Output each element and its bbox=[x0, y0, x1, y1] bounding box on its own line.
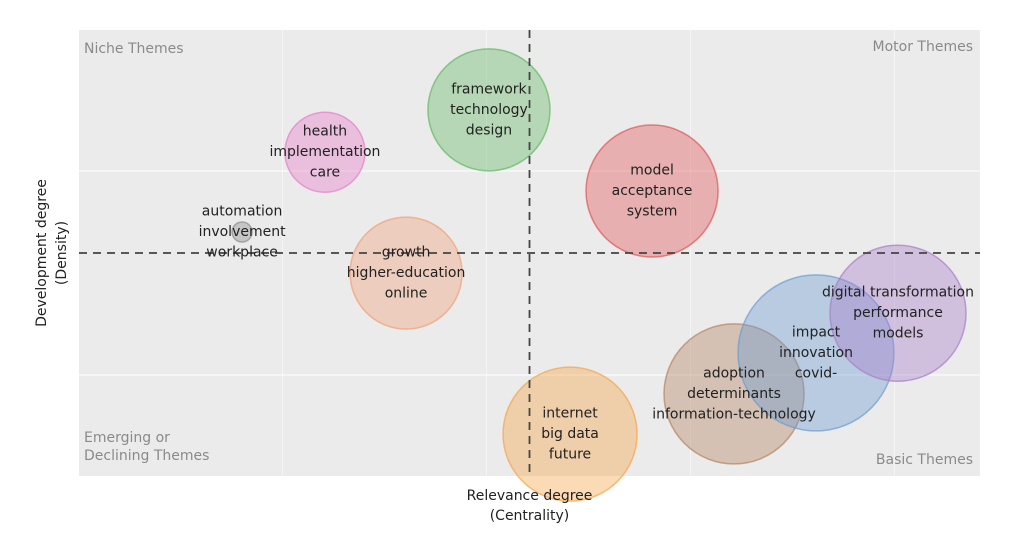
bubble bbox=[284, 111, 366, 193]
quadrant-label: Motor Themes bbox=[873, 39, 974, 55]
plot-layer: framework technology design health implement… bbox=[79, 30, 980, 502]
bubble bbox=[349, 216, 463, 330]
bubble-label: acceptance bbox=[612, 183, 693, 199]
bubble-label: future bbox=[549, 447, 591, 463]
bubble-label: workplace bbox=[206, 245, 278, 261]
bubble-label: innovation bbox=[779, 345, 853, 361]
bubble-label: performance bbox=[853, 305, 943, 321]
x-axis-title: Relevance degree bbox=[467, 488, 593, 504]
bubble-label: models bbox=[873, 326, 924, 342]
bubble bbox=[663, 323, 805, 465]
bubble-label: big data bbox=[541, 426, 599, 442]
bubble-label: internet bbox=[542, 406, 598, 422]
bubble-label: care bbox=[310, 165, 340, 181]
bubble bbox=[427, 48, 551, 172]
bubble-label: determinants bbox=[687, 386, 781, 402]
y-axis-title: Development degree bbox=[34, 179, 50, 327]
bubble-label: covid- bbox=[795, 365, 837, 381]
quadrant-label: Emerging or bbox=[84, 430, 170, 446]
bubble-label: digital transformation bbox=[822, 285, 974, 301]
y-axis-title: (Density) bbox=[54, 221, 70, 285]
bubble bbox=[829, 244, 967, 382]
bubble-label: adoption bbox=[703, 365, 765, 381]
bubble-label: framework bbox=[451, 81, 527, 97]
bubble-label: impact bbox=[792, 324, 841, 340]
bubble bbox=[737, 274, 895, 432]
bubble-label: information-technology bbox=[652, 406, 816, 422]
quadrant-label: Niche Themes bbox=[84, 41, 184, 57]
bubble-label: system bbox=[627, 204, 678, 220]
bubble-label: health bbox=[303, 124, 347, 140]
bubble-label: online bbox=[385, 286, 428, 302]
bubble-label: automation bbox=[202, 204, 283, 220]
bubble-label: technology bbox=[450, 102, 528, 118]
quadrant-label: Declining Themes bbox=[84, 448, 209, 464]
quadrant-label: Basic Themes bbox=[876, 452, 973, 468]
bubble-label: involvement bbox=[199, 224, 287, 240]
bubble-label: growth bbox=[382, 245, 431, 261]
x-axis-title: (Centrality) bbox=[490, 508, 570, 524]
bubble bbox=[585, 124, 719, 258]
bubble-label: higher-education bbox=[347, 265, 466, 281]
bubble bbox=[231, 221, 253, 243]
bubble bbox=[502, 366, 638, 502]
bubble-label: design bbox=[466, 122, 512, 138]
bubble-label: model bbox=[630, 163, 674, 179]
bubble-label: implementation bbox=[270, 144, 381, 160]
